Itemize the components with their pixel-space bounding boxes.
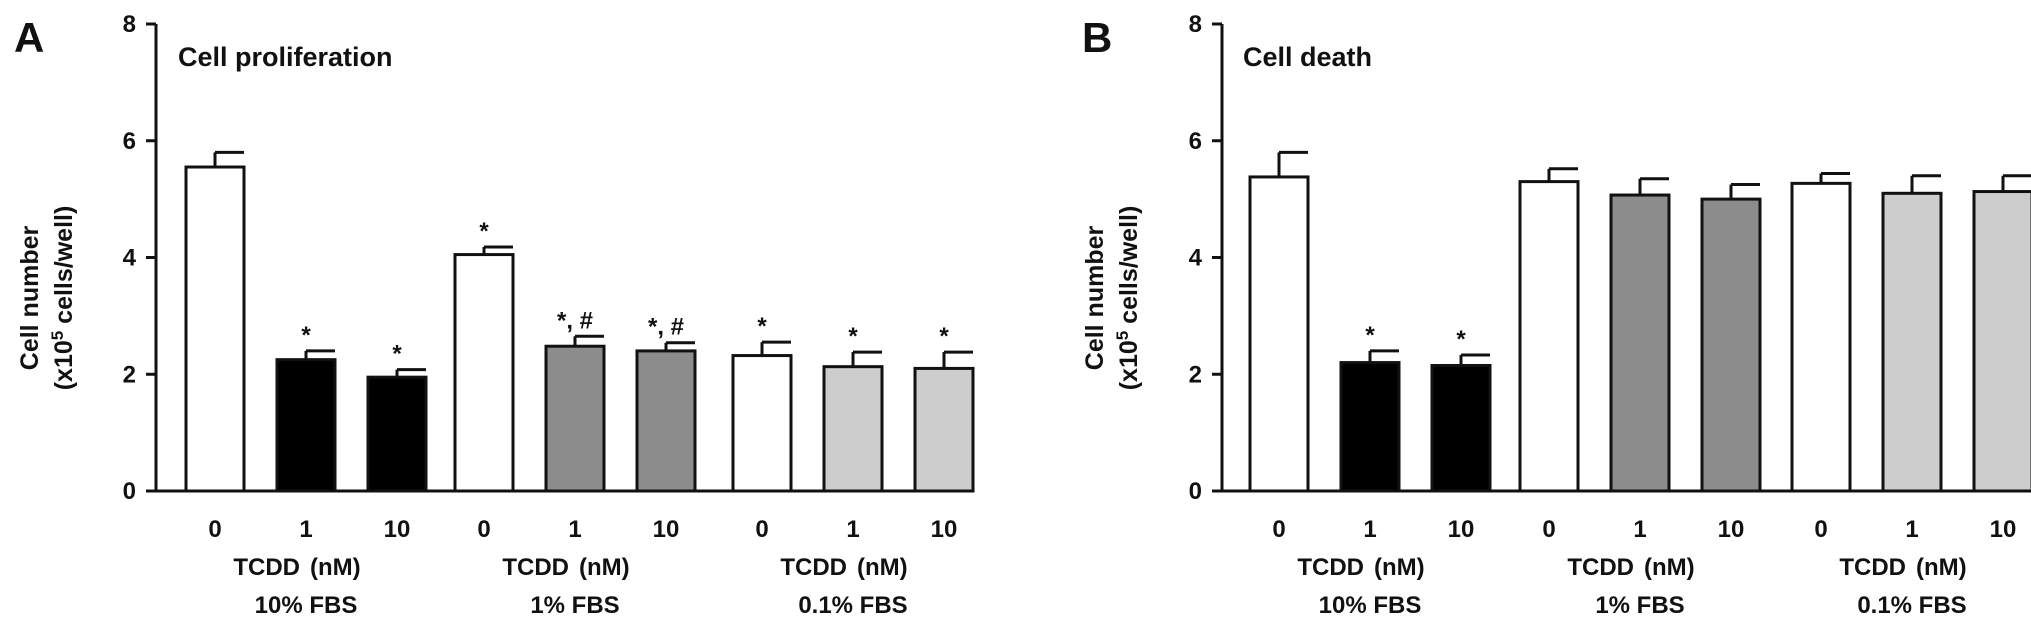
x-axis-label: TCDD bbox=[780, 554, 847, 581]
y-tick-label: 0 bbox=[1189, 478, 1202, 505]
y-axis-label-suffix: cells/well) bbox=[50, 206, 78, 331]
x-axis-unit: (nM) bbox=[1916, 554, 1967, 581]
x-category-label: 0 bbox=[1814, 516, 1827, 543]
panel-b: B Cell death Cell number (x105 cells/wel… bbox=[1081, 11, 2031, 619]
group-label: 0.1% FBS bbox=[798, 592, 907, 619]
y-ticks: 0 2 4 6 8 bbox=[123, 11, 156, 505]
y-axis-label-suffix: cells/well) bbox=[1115, 206, 1143, 331]
x-category-label: 10 bbox=[384, 516, 411, 543]
x-axis-label: TCDD bbox=[502, 554, 569, 581]
y-tick-label: 6 bbox=[123, 128, 136, 155]
significance-label: * bbox=[1456, 326, 1466, 353]
significance-label: *, # bbox=[557, 307, 593, 334]
x-category-label: 1 bbox=[1633, 516, 1646, 543]
y-tick-label: 6 bbox=[1189, 128, 1202, 155]
y-tick-label: 0 bbox=[123, 478, 136, 505]
x-axis-label: TCDD bbox=[233, 554, 300, 581]
bar bbox=[1972, 190, 2031, 493]
bar bbox=[1518, 180, 1580, 493]
group-label: 10% FBS bbox=[1319, 592, 1422, 619]
bar bbox=[913, 366, 975, 493]
bar bbox=[1339, 361, 1401, 493]
y-tick-label: 8 bbox=[123, 11, 136, 38]
significance-label: * bbox=[1365, 322, 1375, 349]
bar bbox=[1248, 175, 1310, 493]
x-category-label: 10 bbox=[653, 516, 680, 543]
bar bbox=[275, 358, 337, 493]
x-category-label: 10 bbox=[1990, 516, 2017, 543]
x-axis-label: TCDD bbox=[1297, 554, 1364, 581]
significance-label: * bbox=[301, 322, 311, 349]
bar bbox=[1700, 197, 1762, 493]
group-label: 0.1% FBS bbox=[1857, 592, 1966, 619]
x-category-label: 1 bbox=[1905, 516, 1918, 543]
x-category-label: 0 bbox=[1542, 516, 1555, 543]
y-axis-label-line1: Cell number bbox=[1081, 226, 1109, 371]
y-ticks: 0 2 4 6 8 bbox=[1189, 11, 1222, 505]
y-axis-label-prefix: (x10 bbox=[50, 340, 78, 390]
panel-a: A Cell proliferation Cell number (x105 c… bbox=[14, 11, 975, 619]
bar bbox=[822, 365, 884, 493]
bar bbox=[544, 344, 606, 493]
y-axis-label: Cell number (x105 cells/well) bbox=[16, 206, 78, 391]
chart-title: Cell death bbox=[1243, 42, 1372, 72]
y-axis-label-prefix: (x10 bbox=[1115, 340, 1143, 390]
x-category-label: 10 bbox=[931, 516, 958, 543]
bar bbox=[1430, 363, 1492, 493]
group-label: 1% FBS bbox=[530, 592, 619, 619]
x-category-label: 10 bbox=[1448, 516, 1475, 543]
significance-label: * bbox=[848, 323, 858, 350]
x-category-label: 1 bbox=[846, 516, 859, 543]
significance-label: *, # bbox=[648, 314, 684, 341]
bar bbox=[453, 253, 515, 493]
x-axis-label: TCDD bbox=[1839, 554, 1906, 581]
panel-letter: B bbox=[1082, 14, 1112, 61]
x-category-label: 0 bbox=[1272, 516, 1285, 543]
bar bbox=[1881, 191, 1943, 493]
bar-marks: * * * *, # *, # * * * bbox=[184, 150, 975, 493]
x-labels: 0 1 10 TCDD (nM) 10% FBS 0 1 10 TCDD (nM) 1% FBS 0 1 1… bbox=[1272, 516, 2016, 619]
x-axis-unit: (nM) bbox=[857, 554, 908, 581]
x-category-label: 0 bbox=[208, 516, 221, 543]
bar bbox=[1790, 181, 1852, 493]
bar-marks: * * bbox=[1248, 150, 2031, 493]
significance-label: * bbox=[757, 313, 767, 340]
y-tick-label: 2 bbox=[123, 361, 136, 388]
x-axis-unit: (nM) bbox=[579, 554, 630, 581]
significance-label: * bbox=[939, 323, 949, 350]
y-axis-label-superscript: 5 bbox=[1113, 331, 1132, 340]
x-category-label: 0 bbox=[755, 516, 768, 543]
y-tick-label: 8 bbox=[1189, 11, 1202, 38]
group-label: 1% FBS bbox=[1595, 592, 1684, 619]
bar bbox=[1609, 193, 1671, 493]
x-labels: 0 1 10 TCDD (nM) 10% FBS 0 1 10 TCDD (nM) 1% FBS 0 1 1… bbox=[208, 516, 957, 619]
y-axis-label: Cell number (x105 cells/well) bbox=[1081, 206, 1143, 391]
x-category-label: 1 bbox=[1363, 516, 1376, 543]
x-category-label: 1 bbox=[299, 516, 312, 543]
x-axis-unit: (nM) bbox=[1374, 554, 1425, 581]
significance-label: * bbox=[392, 341, 402, 368]
group-label: 10% FBS bbox=[255, 592, 358, 619]
x-category-label: 1 bbox=[568, 516, 581, 543]
x-axis-label: TCDD bbox=[1567, 554, 1634, 581]
bar bbox=[731, 354, 793, 493]
x-category-label: 0 bbox=[477, 516, 490, 543]
y-axis-label-line2: (x105 cells/well) bbox=[1113, 206, 1143, 391]
bar bbox=[366, 375, 428, 493]
x-category-label: 10 bbox=[1718, 516, 1745, 543]
y-tick-label: 4 bbox=[123, 245, 137, 272]
y-axis-label-line2: (x105 cells/well) bbox=[48, 206, 78, 391]
bar bbox=[184, 165, 246, 493]
significance-label: * bbox=[479, 218, 489, 245]
y-axis-label-line1: Cell number bbox=[16, 226, 44, 371]
panel-letter: A bbox=[14, 14, 44, 61]
bar bbox=[635, 349, 697, 493]
x-axis-unit: (nM) bbox=[1644, 554, 1695, 581]
y-tick-label: 2 bbox=[1189, 361, 1202, 388]
y-tick-label: 4 bbox=[1189, 245, 1203, 272]
x-axis-unit: (nM) bbox=[310, 554, 361, 581]
y-axis-label-superscript: 5 bbox=[48, 331, 67, 340]
chart-title: Cell proliferation bbox=[178, 42, 393, 72]
